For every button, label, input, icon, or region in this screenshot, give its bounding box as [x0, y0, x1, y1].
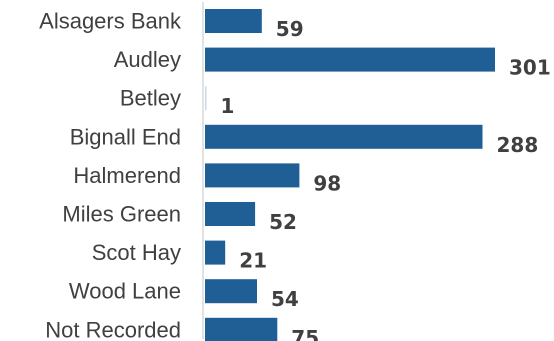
value-label-miles-green: 52 [269, 210, 297, 234]
bar-bignall-end [205, 125, 483, 149]
value-label-alsagers-bank: 59 [276, 17, 304, 41]
bars-group [205, 9, 495, 341]
bar-scot-hay [205, 241, 225, 265]
value-label-betley: 1 [221, 94, 235, 118]
category-labels-group: Alsagers Bank Audley Betley Bignall End Halm… [39, 9, 182, 341]
category-label-alsagers-bank: Alsagers Bank [39, 9, 182, 34]
category-label-betley: Betley [120, 86, 181, 111]
value-label-scot-hay: 21 [239, 249, 267, 273]
value-label-not-recorded: 75 [291, 326, 319, 341]
value-label-bignall-end: 288 [497, 133, 539, 157]
bar-audley [205, 48, 495, 72]
category-label-halmerend: Halmerend [73, 163, 181, 188]
value-label-halmerend: 98 [313, 171, 341, 195]
bar-wood-lane [205, 279, 257, 303]
category-label-not-recorded: Not Recorded [45, 317, 181, 341]
bar-miles-green [205, 202, 255, 226]
bar-halmerend [205, 163, 299, 187]
category-label-wood-lane: Wood Lane [69, 279, 181, 304]
category-label-miles-green: Miles Green [62, 202, 181, 227]
category-label-audley: Audley [114, 47, 181, 72]
category-label-bignall-end: Bignall End [70, 124, 181, 149]
bar-betley [205, 86, 207, 110]
bar-alsagers-bank [205, 9, 262, 33]
value-label-audley: 301 [509, 56, 551, 80]
value-label-wood-lane: 54 [271, 287, 299, 311]
bar-not-recorded [205, 318, 277, 341]
category-label-scot-hay: Scot Hay [92, 240, 181, 265]
